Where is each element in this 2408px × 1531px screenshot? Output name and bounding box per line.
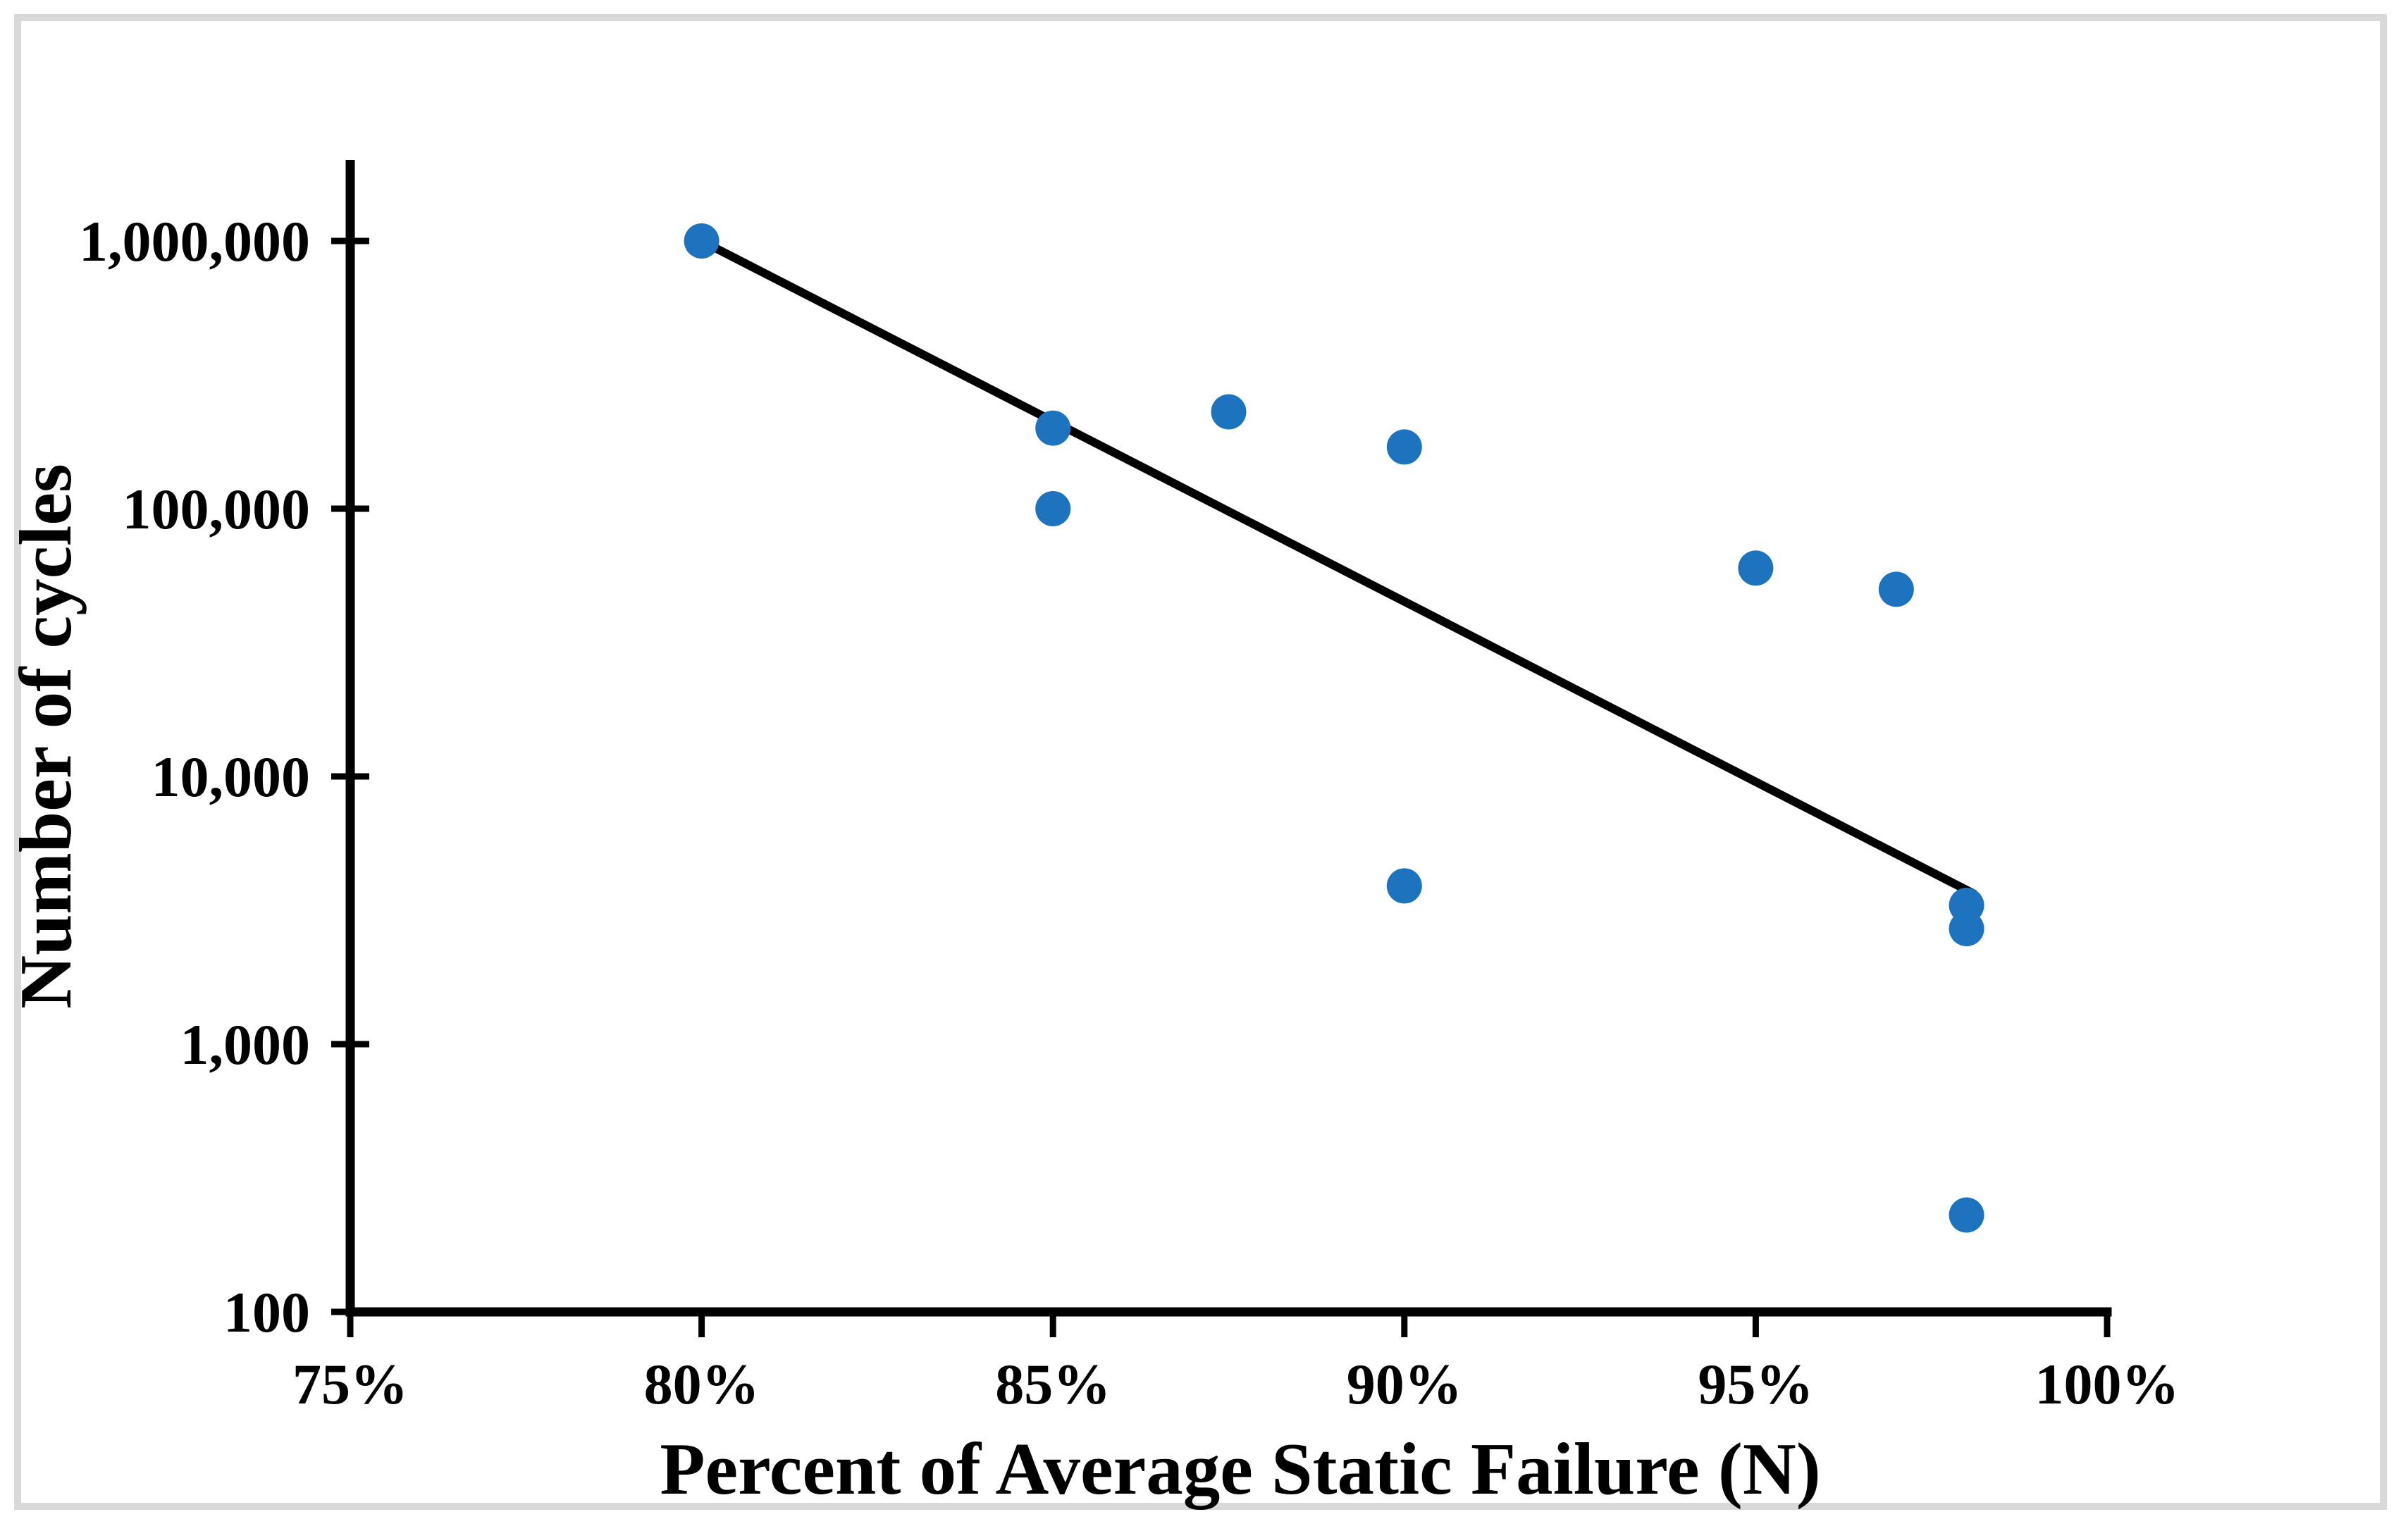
data-point bbox=[1738, 550, 1774, 586]
x-tick-label: 100% bbox=[2035, 1352, 2180, 1416]
data-point bbox=[1949, 911, 1984, 947]
x-tick-label: 80% bbox=[644, 1352, 760, 1416]
y-axis: 100 1,000 10,000 100,000 1,000,000 bbox=[79, 160, 369, 1344]
data-point bbox=[1035, 410, 1071, 446]
trend-line-segment bbox=[697, 237, 1978, 898]
x-tick-label: 90% bbox=[1347, 1352, 1462, 1416]
data-point bbox=[1386, 429, 1422, 465]
trend-line bbox=[697, 237, 1978, 898]
data-points bbox=[684, 223, 1984, 1233]
x-axis-title: Percent of Average Static Failure (N) bbox=[660, 1427, 1820, 1510]
y-tick-label: 100 bbox=[223, 1280, 310, 1344]
data-point bbox=[1878, 571, 1914, 607]
data-point bbox=[1386, 868, 1422, 904]
data-point bbox=[1949, 1197, 1984, 1233]
x-tick-label: 95% bbox=[1698, 1352, 1813, 1416]
data-point bbox=[1211, 394, 1247, 430]
x-axis: 75% 80% 85% 90% 95% 100% bbox=[292, 1307, 2180, 1416]
y-tick-label: 1,000 bbox=[180, 1012, 311, 1077]
y-tick-label: 10,000 bbox=[152, 745, 311, 809]
x-tick-label: 75% bbox=[292, 1352, 408, 1416]
chart-area-border bbox=[14, 14, 2387, 1510]
x-tick-label: 85% bbox=[995, 1352, 1111, 1416]
y-axis-title: Number of cycles bbox=[4, 464, 87, 1009]
y-tick-label: 100,000 bbox=[123, 477, 311, 541]
data-point bbox=[1035, 491, 1071, 526]
y-tick-label: 1,000,000 bbox=[79, 209, 310, 273]
data-point bbox=[684, 223, 720, 259]
